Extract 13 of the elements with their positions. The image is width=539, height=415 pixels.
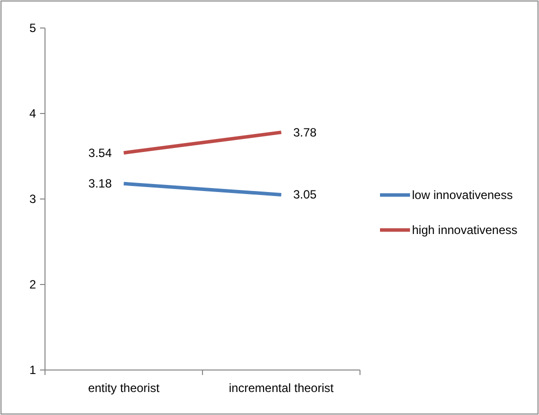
data-label: 3.05	[293, 188, 317, 202]
y-tick-label: 2	[29, 278, 36, 292]
y-tick-label: 4	[29, 106, 36, 120]
x-tick-label: entity theorist	[88, 381, 160, 395]
data-label: 3.18	[88, 176, 112, 191]
x-tick-label: incremental theorist	[228, 381, 334, 395]
data-label: 3.78	[293, 125, 317, 140]
y-tick-label: 3	[29, 192, 36, 206]
y-tick-label: 5	[29, 21, 36, 35]
legend-label: low innovativeness	[412, 188, 513, 202]
y-tick-label: 1	[29, 363, 36, 377]
legend-label: high innovativeness	[412, 223, 518, 237]
data-label: 3.54	[88, 146, 112, 160]
